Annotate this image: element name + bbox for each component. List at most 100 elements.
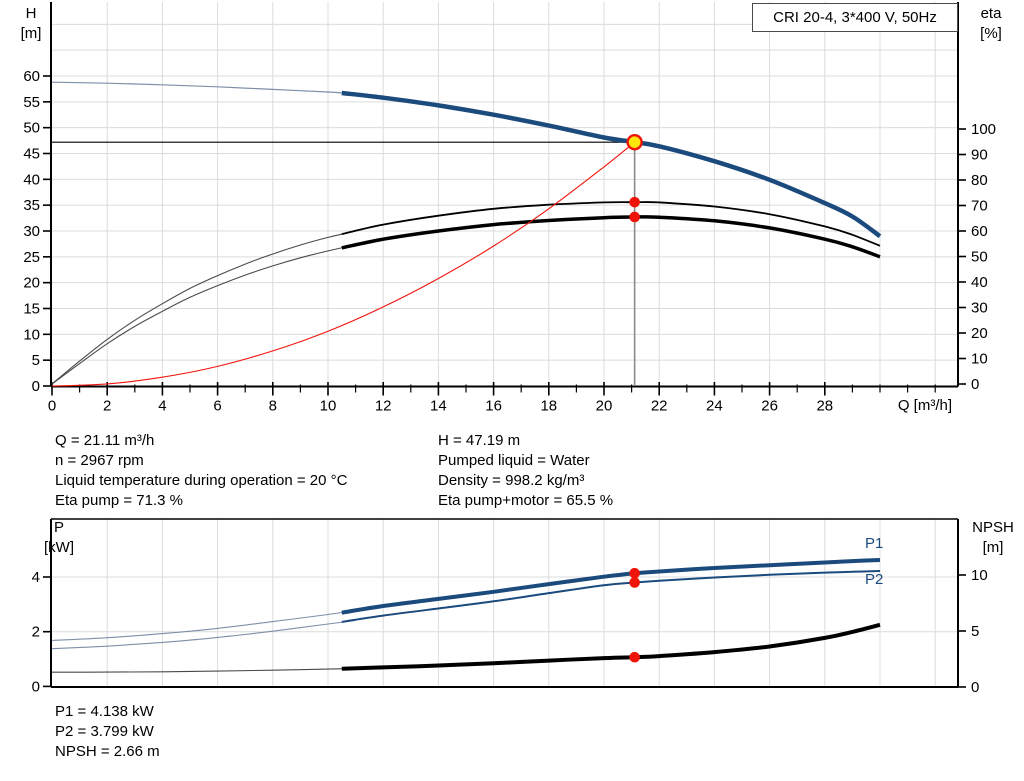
h-axis-title: H [m] — [8, 4, 54, 44]
p2-curve-label: P2 — [865, 571, 884, 588]
x-axis-tick-label: 20 — [596, 398, 613, 415]
eta-axis-title-line1: eta — [980, 5, 1002, 22]
x-axis-tick-label: 0 — [48, 398, 56, 415]
p2-lead-in-curve — [51, 619, 356, 650]
npsh-lead-in-curve — [51, 667, 356, 673]
p2-point-marker — [629, 577, 640, 588]
right-axis-tick-label: 0 — [971, 376, 979, 393]
result-eta-pump: Eta pump = 71.3 % — [55, 492, 183, 509]
left-axis-tick-label: 0 — [32, 378, 40, 395]
q-axis-title: Q [m³/h] — [897, 397, 952, 414]
result-head: H = 47.19 m — [438, 432, 521, 449]
eta-pump-motor-lead-in-curve — [51, 244, 356, 385]
left-axis-tick-label: 25 — [23, 249, 40, 266]
x-axis-tick-label: 18 — [540, 398, 557, 415]
left-axis-tick-label: 10 — [23, 326, 40, 343]
result-p2: P2 = 3.799 kW — [55, 723, 154, 740]
result-flow: Q = 21.11 m³/h — [55, 432, 155, 449]
eta-pump-curve — [341, 201, 881, 247]
npsh-axis-title-line2: [m] — [982, 539, 1004, 556]
p1-lead-in-curve — [51, 610, 356, 642]
x-axis-tick-label: 14 — [430, 398, 447, 415]
x-axis-tick-label: 2 — [103, 398, 111, 415]
eta-axis-title: eta [%] — [966, 4, 1016, 44]
npsh-axis-title: NPSH [m] — [962, 518, 1024, 558]
result-pumped-liquid: Pumped liquid = Water — [438, 452, 590, 469]
right-axis-tick-label: 20 — [971, 325, 988, 342]
right-axis-tick-label: 90 — [971, 147, 988, 164]
p1-curve — [341, 558, 881, 615]
p2-curve — [341, 570, 881, 623]
duty-result-left: Q = 21.11 m³/h n = 2967 rpm Liquid tempe… — [55, 431, 347, 511]
result-p1: P1 = 4.138 kW — [55, 703, 154, 720]
p1-point-marker — [629, 567, 640, 579]
right-axis-tick-label: 10 — [971, 567, 988, 584]
right-axis-tick-label: 5 — [971, 623, 979, 640]
h-axis-title-line2: [m] — [20, 25, 42, 42]
left-axis-tick-label: 45 — [23, 145, 40, 162]
right-axis-tick-label: 10 — [971, 351, 988, 368]
result-npsh: NPSH = 2.66 m — [55, 743, 160, 760]
result-density: Density = 998.2 kg/m³ — [438, 472, 585, 489]
p1-curve-label: P1 — [865, 535, 884, 552]
right-axis-tick-label: 80 — [971, 172, 988, 189]
eta-pump-motor-point-marker — [629, 211, 640, 223]
x-axis-tick-label: 22 — [651, 398, 668, 415]
left-axis-tick-label: 55 — [23, 94, 40, 111]
p-axis-title-line2: [kW] — [44, 539, 74, 556]
result-eta-pump-motor: Eta pump+motor = 65.5 % — [438, 492, 614, 509]
right-axis-tick-label: 50 — [971, 249, 988, 266]
qh-chart: 0 2 4 6 8 10 12 14 16 18 20 22 24 26 28051015202530354… — [23, 2, 996, 415]
hq-lead-in-curve — [51, 81, 362, 95]
p-axis-title-line1: P — [53, 519, 64, 536]
right-axis-tick-label: 0 — [971, 679, 979, 696]
x-axis-tick-label: 28 — [816, 398, 833, 415]
duty-point-marker[interactable] — [626, 133, 643, 151]
right-axis-tick-label: 30 — [971, 300, 988, 317]
eta-axis-title-line2: [%] — [980, 25, 1002, 42]
left-axis-tick-label: 30 — [23, 223, 40, 240]
h-axis-title-line1: H — [25, 5, 37, 22]
npsh-axis-title-line1: NPSH — [972, 519, 1014, 536]
result-liquid-temperature: Liquid temperature during operation = 20… — [55, 472, 348, 489]
left-axis-tick-label: 15 — [23, 300, 40, 317]
pump-title-box: CRI 20-4, 3*400 V, 50Hz — [752, 3, 958, 32]
x-axis-tick-label: 24 — [706, 398, 723, 415]
x-axis-tick-label: 26 — [761, 398, 778, 415]
x-axis-tick-label: 4 — [158, 398, 166, 415]
power-npsh-chart: 0 2 4 0 5 10 — [32, 518, 988, 696]
left-axis-tick-label: 35 — [23, 197, 40, 214]
axes: 0 2 4 0 5 10 — [32, 518, 988, 696]
p-axis-title: P [kW] — [30, 518, 88, 558]
left-axis-tick-label: 40 — [23, 171, 40, 188]
right-axis-tick-label: 40 — [971, 274, 988, 291]
x-axis-tick-label: 12 — [375, 398, 392, 415]
x-axis-tick-label: 8 — [269, 398, 277, 415]
eta-pump-point-marker — [629, 196, 640, 208]
power-result-block: P1 = 4.138 kW P2 = 3.799 kW NPSH = 2.66 … — [55, 702, 160, 762]
right-axis-tick-label: 60 — [971, 223, 988, 240]
left-axis-tick-label: 0 — [32, 678, 40, 695]
duty-result-right: H = 47.19 m Pumped liquid = Water Densit… — [438, 431, 613, 511]
x-axis-tick-label: 16 — [485, 398, 502, 415]
left-axis-tick-label: 5 — [32, 352, 40, 369]
x-axis-tick-label: 6 — [213, 398, 221, 415]
eta-pump-lead-in-curve — [51, 230, 356, 385]
grid-lines — [51, 519, 958, 687]
x-axis-tick-label: 10 — [320, 398, 337, 415]
left-axis-tick-label: 50 — [23, 120, 40, 137]
result-speed: n = 2967 rpm — [55, 452, 144, 469]
left-axis-tick-label: 4 — [32, 569, 40, 586]
axes: 0 2 4 6 8 10 12 14 16 18 20 22 24 26 28051015202530354… — [23, 2, 996, 415]
grid-lines — [51, 2, 958, 387]
right-axis-tick-label: 100 — [971, 121, 996, 138]
left-axis-tick-label: 60 — [23, 68, 40, 85]
eta-pump-motor-curve — [341, 215, 881, 259]
left-axis-tick-label: 2 — [32, 624, 40, 641]
system-curve — [51, 141, 635, 387]
left-axis-tick-label: 20 — [23, 275, 40, 292]
npsh-point-marker — [629, 651, 640, 663]
right-axis-tick-label: 70 — [971, 198, 988, 215]
